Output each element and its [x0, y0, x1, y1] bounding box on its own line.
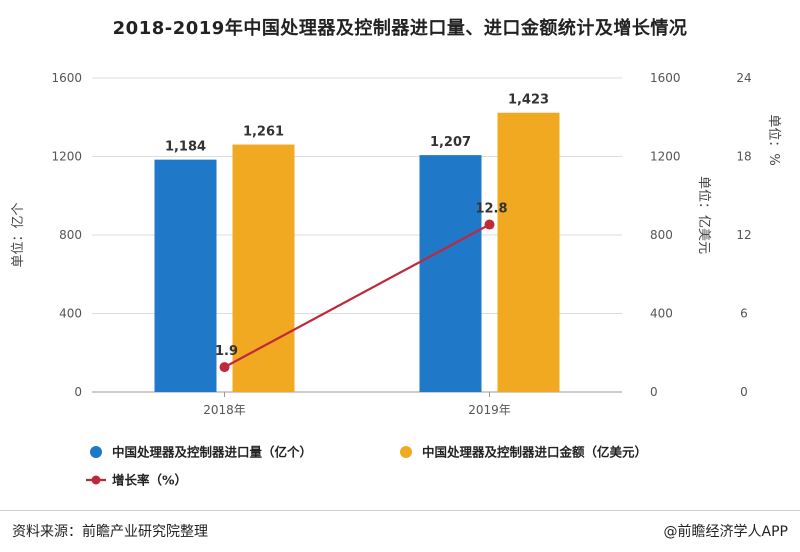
percent-tick-label: 0: [740, 385, 748, 399]
growth-point: [484, 219, 495, 230]
right-tick-label: 1200: [650, 150, 681, 164]
left-tick-label: 800: [59, 228, 82, 242]
chart-title: 2018-2019年中国处理器及控制器进口量、进口金额统计及增长情况: [112, 18, 688, 39]
brand-text: @前瞻经济学人APP: [663, 524, 788, 540]
right-tick-label: 800: [650, 228, 673, 242]
left-tick-label: 400: [59, 307, 82, 321]
axis-titles: 单位：亿个 单位：亿美元 单位：%: [11, 114, 781, 267]
source-text: 资料来源：前瞻产业研究院整理: [12, 524, 208, 540]
legend-label: 中国处理器及控制器进口金额（亿美元）: [422, 445, 647, 460]
chart-area: 0 400 800 1200 1600 0 400 800 1200 1600 0 6 12 18 24 单…: [11, 71, 781, 488]
right-axis-title: 单位：亿美元: [696, 176, 711, 254]
bar-data-label: 1,184: [165, 140, 206, 155]
percent-tick-label: 12: [736, 228, 751, 242]
right-tick-label: 400: [650, 307, 673, 321]
percent-tick-label: 24: [736, 71, 751, 85]
legend: 中国处理器及控制器进口量（亿个） 中国处理器及控制器进口金额（亿美元） 增长率（%）: [86, 445, 647, 488]
growth-data-label: 1.9: [215, 344, 238, 359]
left-axis-title: 单位：亿个: [11, 202, 26, 267]
growth-point: [219, 362, 230, 373]
legend-marker: [400, 446, 412, 458]
tick-labels: 0 400 800 1200 1600 0 400 800 1200 1600 0 6 12 18 24: [51, 71, 751, 399]
percent-axis-title: 单位：%: [766, 114, 781, 165]
legend-marker: [91, 475, 101, 485]
growth-data-label: 12.8: [475, 202, 507, 217]
x-axis-labels: 2018年 2019年: [203, 392, 511, 417]
growth-line: [219, 219, 495, 373]
bar: [497, 112, 560, 392]
footer: 资料来源：前瞻产业研究院整理 @前瞻经济学人APP: [0, 510, 800, 552]
left-tick-label: 1200: [51, 150, 82, 164]
bars: [154, 112, 560, 392]
right-tick-label: 0: [650, 385, 658, 399]
bar-data-label: 1,261: [243, 125, 284, 140]
data-labels: 1,184 1,261 1,207 1,423 1.9 12.8: [165, 93, 549, 359]
bar: [154, 159, 217, 392]
x-tick-label: 2018年: [203, 403, 246, 417]
legend-label: 增长率（%）: [112, 473, 187, 488]
percent-tick-label: 18: [736, 150, 751, 164]
legend-label: 中国处理器及控制器进口量（亿个）: [112, 445, 312, 460]
right-tick-label: 1600: [650, 71, 681, 85]
percent-tick-label: 6: [740, 307, 748, 321]
bar: [419, 155, 482, 392]
left-tick-label: 1600: [51, 71, 82, 85]
bar-data-label: 1,207: [430, 135, 471, 150]
bar: [232, 144, 295, 392]
growth-line-path: [223, 223, 491, 369]
left-tick-label: 0: [74, 385, 82, 399]
x-tick-label: 2019年: [468, 403, 511, 417]
bar-data-label: 1,423: [508, 93, 549, 108]
legend-marker: [90, 446, 102, 458]
